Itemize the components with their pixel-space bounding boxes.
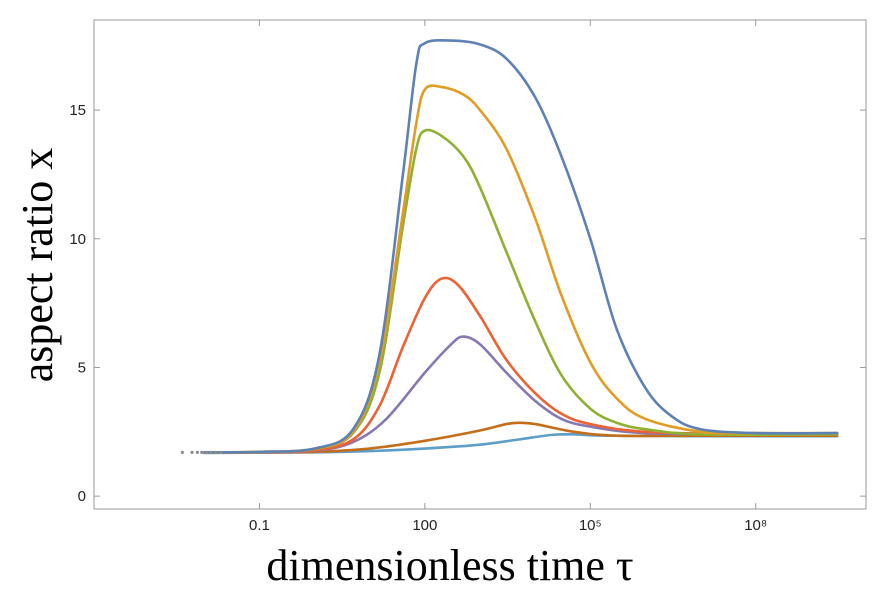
scatter-point	[180, 450, 184, 454]
x-tick-label: 100	[412, 517, 437, 534]
axis-ticks: 0.1 100 10⁵ 10⁸ 0 5 10 15	[69, 20, 866, 534]
series-line	[202, 276, 839, 454]
scatter-point	[200, 450, 204, 454]
scatter-point	[208, 450, 213, 454]
x-tick-label: 10⁸	[744, 517, 767, 534]
scatter-point	[219, 450, 223, 454]
x-axis-title: dimensionless time τ	[266, 541, 633, 590]
series-line	[202, 421, 839, 454]
scatter-point	[213, 450, 218, 454]
x-tick-label: 0.1	[249, 517, 270, 534]
y-tick-label: 15	[69, 102, 86, 119]
y-axis-title: aspect ratio x	[13, 148, 62, 383]
scatter-point	[195, 450, 199, 454]
x-tick-label: 10⁵	[579, 517, 602, 534]
scatter-point	[190, 450, 194, 454]
y-tick-label: 5	[78, 359, 86, 376]
plot-frame	[93, 19, 867, 510]
series-line	[202, 38, 839, 454]
y-tick-label: 10	[69, 231, 86, 248]
series-group	[180, 38, 839, 455]
series-line	[202, 84, 839, 454]
y-tick-label: 0	[78, 488, 86, 505]
scatter-point	[204, 450, 209, 454]
